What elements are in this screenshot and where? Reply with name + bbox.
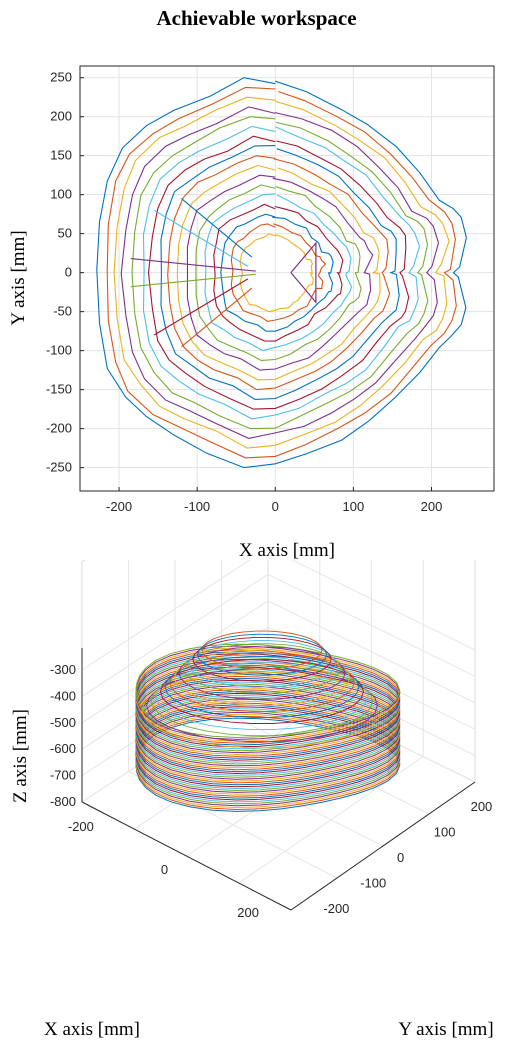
xyz-z-tick-label: -500 (50, 715, 76, 730)
xy-contour-line (147, 135, 410, 410)
xy-x-axis-title: X axis [mm] (239, 540, 335, 560)
xyz-grid-line (267, 600, 476, 704)
xyz-x-tick-label: -200 (68, 819, 94, 834)
xyz-cap-line (196, 633, 328, 676)
xy-y-tick-label: 200 (50, 109, 72, 124)
xyz-cap-line (178, 646, 346, 700)
xy-spoke-line (153, 278, 249, 336)
xyz-cap-line (201, 630, 323, 670)
xyz-grid-line (238, 756, 424, 884)
xy-contour-line (106, 86, 457, 459)
xy-y-tick-label: 250 (50, 70, 72, 85)
xy-contour-line (186, 174, 374, 371)
xyz-grid-line (291, 560, 476, 651)
xy-y-tick-label: -150 (46, 382, 72, 397)
xy-contour-line (220, 213, 334, 332)
xyz-z-tick-label: -800 (50, 794, 76, 809)
xyz-z-tick-label: -700 (50, 768, 76, 783)
xy-spoke-line (130, 258, 256, 272)
xyz-grid-line (81, 653, 269, 777)
xy-contour-line (239, 233, 314, 313)
xyz-x-tick-label: 0 (161, 862, 168, 877)
xy-contour-line (230, 223, 327, 322)
xy-contour-line (167, 155, 391, 391)
xy-contour-line (160, 145, 400, 400)
xyz-tick-labels: -300 -400 -500 -600 -700 -800 -200 0 200 -200 -100… (50, 662, 492, 920)
xyz-y-tick-label: -100 (360, 876, 386, 891)
xyz-grid-line (81, 679, 269, 803)
xyz-cap-line (146, 668, 378, 743)
xyz-workspace-lines (135, 630, 401, 812)
xyz-grid-line (81, 560, 251, 671)
xy-y-tick-label: 0 (65, 265, 72, 280)
xyz-grid-line (81, 573, 269, 697)
xyz-cap-line (192, 636, 332, 682)
xy-tick-labels: -200 -100 0 100 200 -250 -200 -150 -100 -50 0 50 100… (46, 70, 442, 514)
xy-y-tick-label: 150 (50, 148, 72, 163)
xy-contour-line (113, 96, 450, 449)
xy-spoke-line (153, 209, 249, 267)
xy-x-tick-label: 200 (421, 499, 443, 514)
xyz-cap-line (187, 640, 337, 688)
xyz-cap-line (173, 649, 351, 706)
xy-x-tick-label: -200 (106, 499, 132, 514)
xy-x-tick-label: 100 (343, 499, 365, 514)
xyz-layer-line (135, 643, 401, 739)
xy-y-tick-label: -250 (46, 460, 72, 475)
xy-x-tick-label: 0 (272, 499, 279, 514)
xyz-grid-line (267, 573, 476, 677)
xyz-y-axis-title: Y axis [mm] (398, 1019, 493, 1040)
xyz-cap-line (155, 662, 369, 731)
workspace-3d-chart: -300 -400 -500 -600 -700 -800 -200 0 200 -200 -100… (10, 560, 494, 1040)
xyz-cap-line (164, 655, 360, 718)
xyz-x-tick-label: 200 (237, 905, 259, 920)
xy-spoke-line (181, 198, 253, 258)
xyz-cap-line (160, 659, 364, 724)
xyz-z-tick-label: -400 (50, 688, 76, 703)
xyz-z-axis-title: Z axis [mm] (10, 709, 31, 803)
xyz-z-tick-label: -300 (50, 662, 76, 677)
xy-inner-triangle (290, 241, 317, 304)
xy-y-axis-title: Y axis [mm] (8, 230, 29, 325)
xyz-y-tick-label: 200 (471, 799, 493, 814)
xy-contour-line (176, 164, 381, 381)
xy-y-tick-label: 100 (50, 187, 72, 202)
xy-x-tick-label: -100 (184, 499, 210, 514)
xy-spoke-line (130, 273, 256, 288)
xy-plot-frame (79, 65, 495, 492)
xy-contour-line (120, 106, 440, 439)
xy-y-tick-label: -100 (46, 343, 72, 358)
xyz-y-axis (290, 781, 476, 911)
xyz-x-axis-title: X axis [mm] (44, 1019, 140, 1040)
xyz-y-tick-label: 0 (397, 850, 404, 865)
xy-contour-line (131, 116, 429, 430)
xyz-grid-line (221, 710, 430, 815)
xy-contour-line (142, 125, 421, 420)
xyz-cap-line (169, 652, 355, 712)
xy-y-tick-label: -50 (53, 304, 72, 319)
figure-title: Achievable workspace (156, 6, 357, 30)
xyz-x-axis (81, 801, 292, 911)
xy-y-tick-label: -200 (46, 421, 72, 436)
xy-contours (96, 77, 467, 469)
xyz-z-tick-label: -600 (50, 741, 76, 756)
xy-y-tick-label: 50 (58, 226, 72, 241)
xy-spoke-line (181, 287, 253, 348)
xyz-cap-line (183, 643, 341, 694)
xyz-y-tick-label: -200 (323, 901, 349, 916)
xy-contour-line (96, 77, 467, 469)
workspace-xy-chart: -200 -100 0 100 200 -250 -200 -150 -100 -50 0 50 100… (8, 65, 495, 560)
xyz-cap-line (150, 665, 374, 737)
xyz-y-tick-label: 100 (434, 824, 456, 839)
